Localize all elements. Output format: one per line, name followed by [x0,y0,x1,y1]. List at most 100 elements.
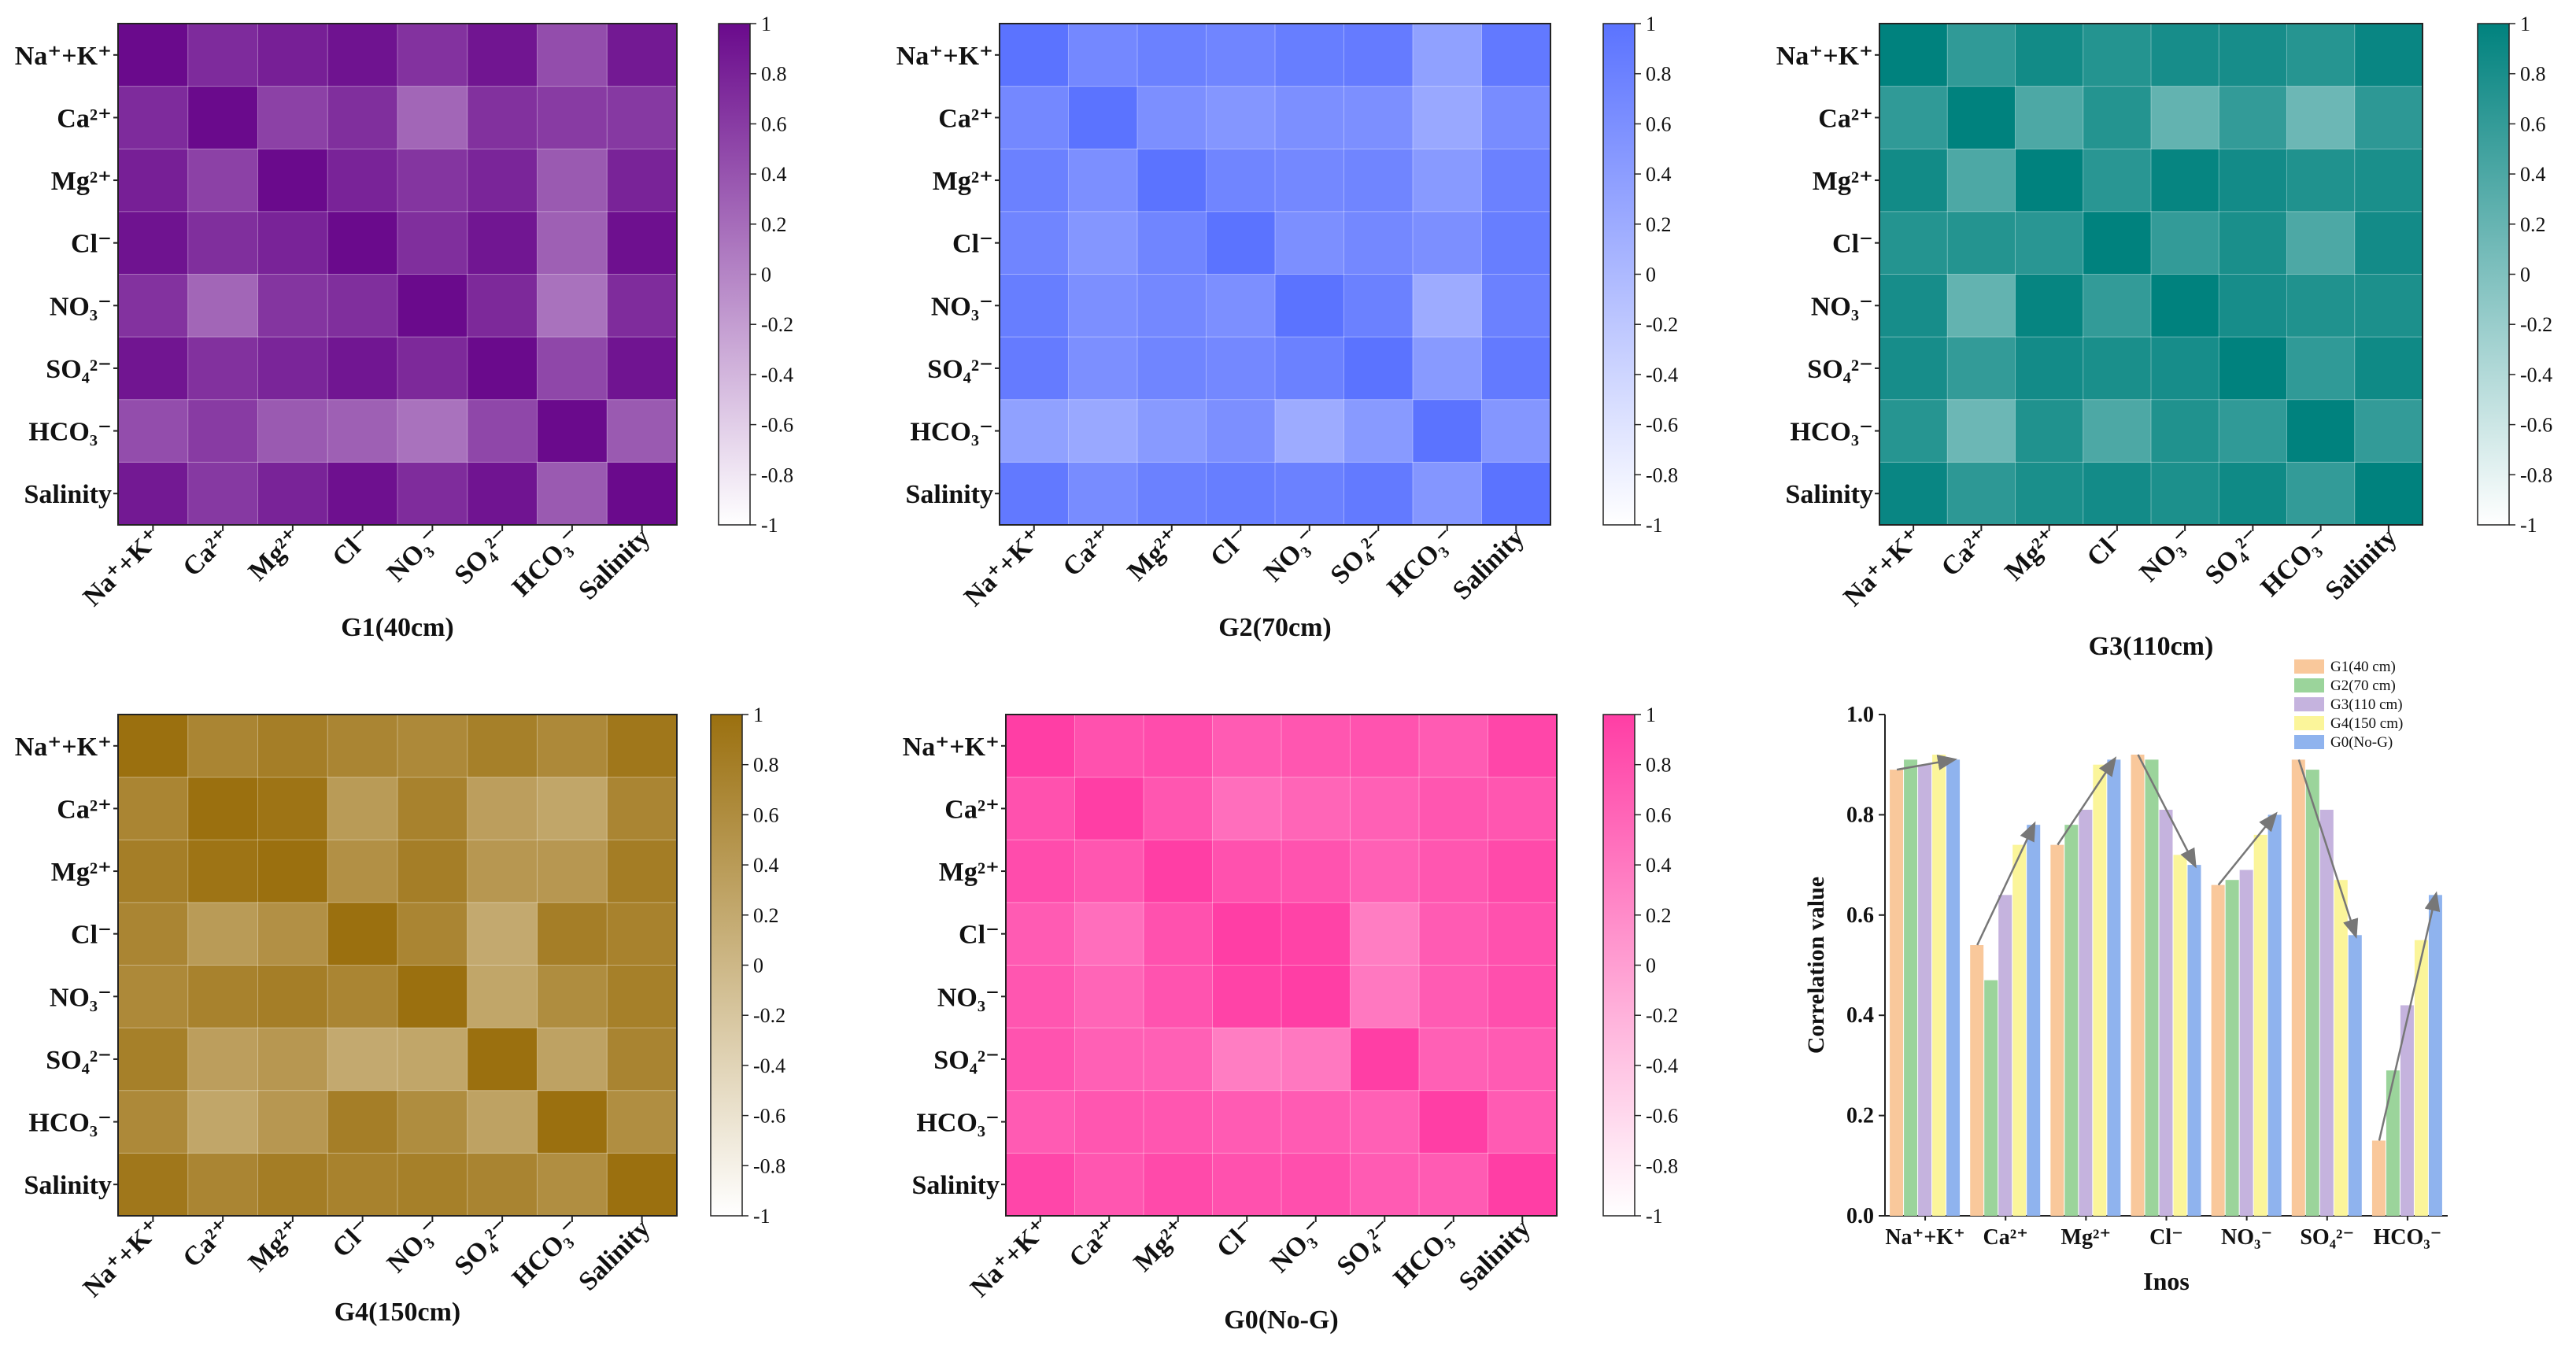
y-tick-label: 0.8 [1846,803,1874,827]
heatmap-cell [1143,1152,1214,1217]
row-label: Mg²⁺ [51,167,112,196]
heatmap-cell [1879,336,1949,401]
heatmap-cell [1343,461,1414,526]
row-label: Ca²⁺ [944,795,1000,824]
heatmap-cell [397,777,468,841]
heatmap-cell [2354,148,2423,212]
colorbar-tick-label: -0.6 [753,1105,785,1128]
row-label: NO₃⁻ [1811,292,1873,321]
col-label: Ca²⁺ [1936,523,1995,582]
heatmap-cell [2286,23,2356,87]
heatmap-cell [467,399,538,463]
heatmap-cell [1412,461,1483,526]
col-label: SO₄²⁻ [449,523,516,589]
x-tick-label: HCO₃⁻ [2373,1225,2441,1250]
heatmap-cell [257,714,329,778]
heatmap-cell [606,23,678,87]
colorbar-tick-label: 0.8 [1646,754,1672,777]
heatmap-cell [1350,1152,1420,1217]
heatmap-cell [1343,399,1414,463]
row-label: HCO₃⁻ [1790,418,1873,447]
heatmap-cell [1343,274,1414,338]
heatmap-cell [1206,23,1276,87]
heatmap-cell [397,839,468,903]
col-label: Ca²⁺ [177,523,236,582]
heatmap-cell [187,148,259,212]
col-label: Na⁺+K⁺ [959,523,1048,611]
colorbar-tick-label: -0.8 [2520,463,2552,486]
trend-arrow [1976,821,2036,946]
row-label: Salinity [912,1171,1000,1200]
colorbar-tick-label: -1 [753,1205,771,1228]
x-tick-label: Cl⁻ [2149,1225,2183,1250]
heatmap-cell [1068,148,1138,212]
heatmap-cell [1418,1152,1489,1217]
heatmap-cell [1143,714,1214,778]
heatmap-cell [1074,714,1144,778]
heatmap-cell [1074,1027,1144,1091]
heatmap-cell [2218,23,2288,87]
heatmap-cell [606,839,678,903]
heatmap-cell [1281,902,1351,966]
y-tick-label: 0.6 [1846,903,1874,928]
bar [1918,764,1932,1216]
colorbar-tick-label: 0.8 [2520,63,2546,86]
heatmap-cell [327,148,398,212]
heatmap-cell [187,336,259,401]
heatmap-cell [1143,839,1214,903]
row-label: NO₃⁻ [50,983,112,1012]
heatmap-cell [1068,86,1138,150]
colorbar [1602,23,1635,526]
legend-label: G0(No-G) [2330,734,2393,751]
col-label: Mg²⁺ [1122,523,1186,586]
heatmap-cell [1350,902,1420,966]
heatmap-cell [2286,211,2356,275]
heatmap-cell [327,1152,398,1217]
heatmap-cell [1074,839,1144,903]
col-label: Cl⁻ [2082,523,2131,572]
heatmap-cell [1143,902,1214,966]
heatmap-cell [1418,1027,1489,1091]
heatmap-cell [1879,148,1949,212]
row-label: Na⁺+K⁺ [15,733,112,762]
heatmap-cell [117,211,189,275]
row-label: NO₃⁻ [50,292,112,321]
bar [1998,895,2012,1216]
bar [2371,1140,2386,1216]
heatmap-cell [2083,23,2152,87]
heatmap-cell [1946,399,2016,463]
heatmap-cell [117,274,189,338]
heatmap-cell [1212,839,1282,903]
heatmap-cell [537,1027,608,1091]
row-label: SO₄²⁻ [46,355,112,384]
legend-label: G2(70 cm) [2330,678,2396,694]
heatmap-cell [467,714,538,778]
heatmap-frame [999,23,1551,526]
heatmap-cell [467,1152,538,1217]
colorbar [1602,714,1635,1217]
colorbar-tick-label: -0.8 [1646,1154,1678,1177]
colorbar-tick-label: -0.8 [1646,463,1678,486]
trend-arrow [1896,754,1957,771]
heatmap-cell [537,714,608,778]
panel-title: G0(No-G) [1224,1306,1338,1335]
row-label: Cl⁻ [71,921,112,950]
row-label: NO₃⁻ [931,292,993,321]
bar [2239,870,2253,1216]
heatmap-cell [1143,777,1214,841]
heatmap-cell [1212,1152,1282,1217]
bar [1946,759,1961,1216]
heatmap-cell [1412,23,1483,87]
col-label: SO₄²⁻ [1332,1213,1399,1280]
heatmap-cell [1274,336,1345,401]
heatmap-cell [1946,23,2016,87]
y-axis-label: Correlation value [1803,877,1829,1054]
colorbar-tick-label: 0.8 [753,754,779,777]
heatmap-cell [606,965,678,1029]
heatmap-cell [1481,86,1551,150]
colorbar-tick-label: 1 [753,704,763,726]
heatmap-cell [1946,336,2016,401]
heatmap-cell [1418,839,1489,903]
colorbar-tick-label: 0.6 [753,803,779,826]
colorbar-tick-label: 0.4 [761,163,787,186]
